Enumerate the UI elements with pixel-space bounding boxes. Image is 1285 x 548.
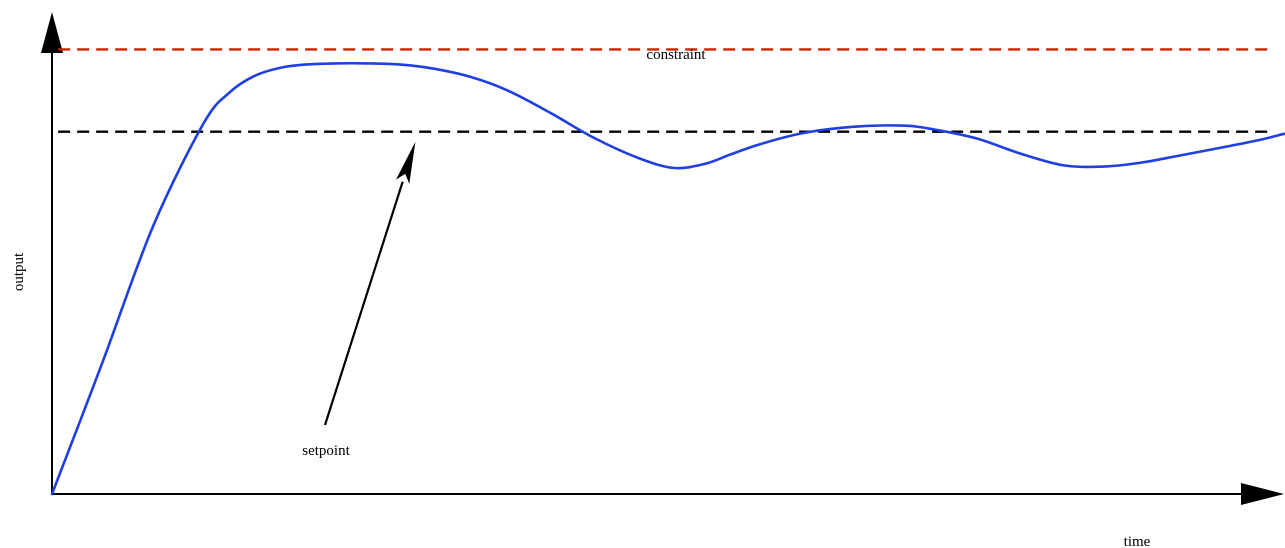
y-axis-label: output [11,252,27,291]
y-axis-arrowhead [41,12,63,53]
setpoint-arrow [323,181,404,426]
setpoint-arrowhead [396,141,416,184]
setpoint-label: setpoint [302,443,350,459]
x-axis-label: time [1124,534,1151,548]
x-axis-arrowhead [1241,483,1284,505]
constraint-label: constraint [646,47,706,63]
response-curve-series [50,61,1285,496]
